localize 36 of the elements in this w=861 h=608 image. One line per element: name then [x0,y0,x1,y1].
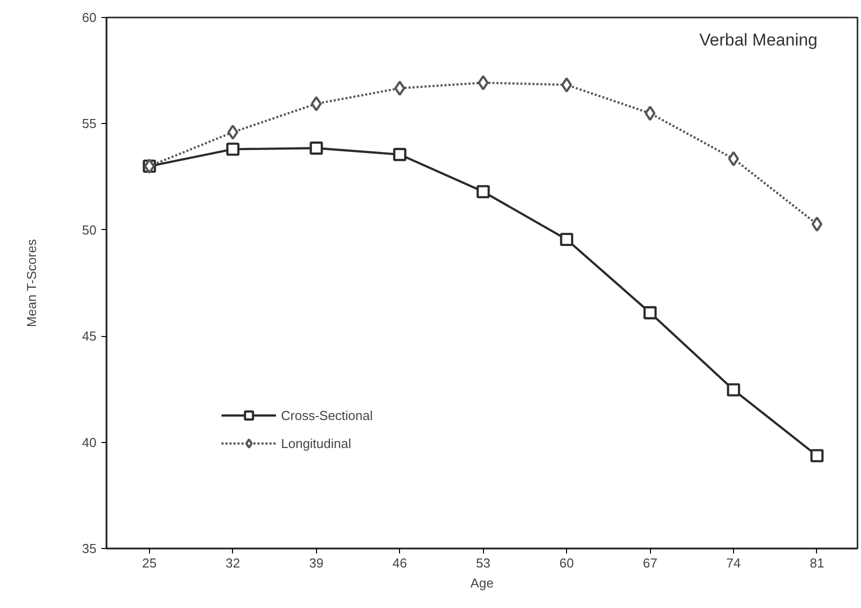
x-tick-label: 25 [142,556,157,570]
point [728,151,739,166]
point [478,75,489,90]
y-axis-title: Mean T-Scores [24,238,40,328]
legend-label: Cross-Sectional [281,408,373,422]
y-tick-label: 35 [82,541,97,556]
point [476,185,490,198]
x-tick-label: 39 [309,556,324,570]
x-tick-label: 60 [559,556,574,570]
y-tick-label: 50 [82,222,97,238]
x-tick-label: 81 [810,556,824,570]
point [726,383,740,396]
point [812,216,822,232]
x-tick-label: 67 [642,556,658,570]
point [644,106,656,121]
point [227,124,238,140]
point [393,148,406,162]
y-tick-label: 60 [82,10,97,25]
point [310,142,323,155]
y-tick-label: 40 [82,434,97,450]
annotation: Verbal Meaning [699,30,818,50]
y-tick-label: 55 [82,116,97,132]
point [310,96,322,112]
legend-label: Longitudinal [281,436,352,450]
point [810,449,824,462]
x-tick-label: 46 [392,556,407,570]
point [643,306,657,320]
point [561,77,572,92]
point [394,80,406,96]
y-tick-label: 45 [82,328,97,344]
x-axis-title: Age [470,576,494,590]
x-tick-label: 53 [476,556,490,570]
point [226,142,240,156]
x-tick-label: 74 [726,556,741,570]
x-tick-label: 32 [226,556,240,570]
point [560,232,574,246]
